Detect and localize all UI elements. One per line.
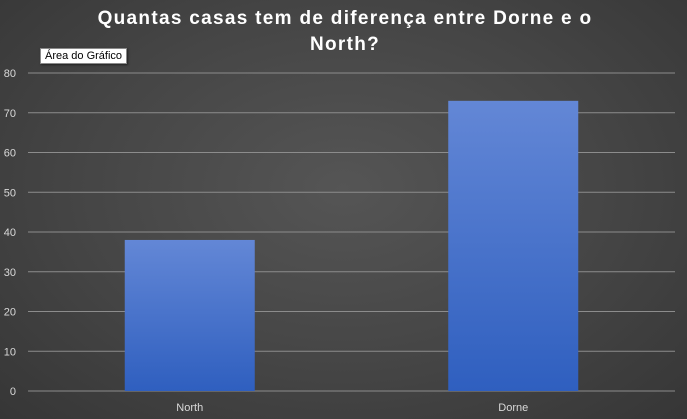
x-tick-label-north: North [176, 402, 203, 414]
y-tick-label-20: 20 [4, 307, 16, 319]
y-tick-label-0: 0 [10, 386, 16, 398]
y-tick-label-60: 60 [4, 148, 16, 160]
bar-north[interactable] [125, 240, 255, 391]
x-tick-label-dorne: Dorne [498, 402, 528, 414]
y-tick-label-10: 10 [4, 346, 16, 358]
y-tick-label-30: 30 [4, 267, 16, 279]
bar-dorne[interactable] [448, 101, 578, 391]
y-tick-label-80: 80 [4, 68, 16, 80]
y-tick-label-50: 50 [4, 187, 16, 199]
y-tick-label-70: 70 [4, 108, 16, 120]
chart-area-tooltip: Área do Gráfico [40, 48, 127, 64]
y-tick-label-40: 40 [4, 227, 16, 239]
